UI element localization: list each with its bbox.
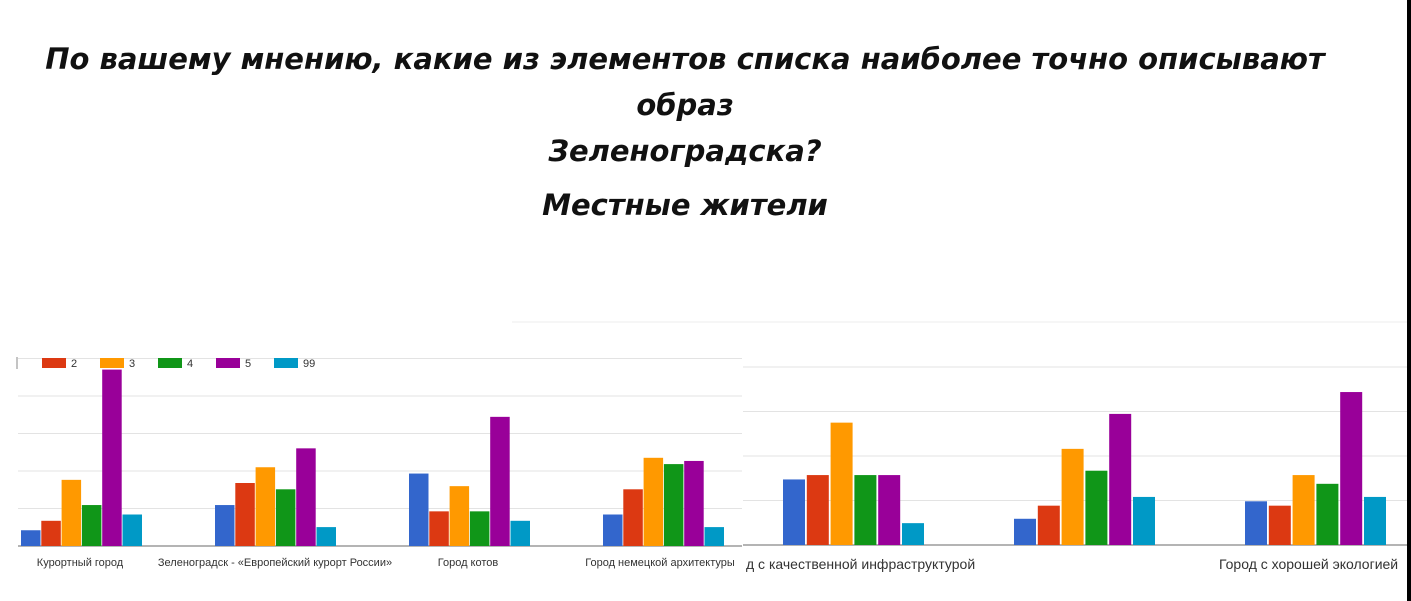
bar (806, 475, 829, 545)
chart-title: По вашему мнению, какие из элементов спи… (0, 36, 1370, 174)
bar (102, 369, 122, 546)
bar (783, 479, 805, 545)
bar (704, 527, 724, 546)
legend-label: 3 (129, 358, 135, 370)
bar (1085, 470, 1108, 545)
legend-swatch (100, 358, 124, 368)
category-label: д с качественной инфраструктурой (746, 556, 975, 572)
bar (1061, 448, 1084, 545)
bar (235, 483, 255, 546)
legend-label: 4 (187, 358, 193, 370)
category-label: Зеленоградск - «Европейский курорт Росси… (158, 557, 392, 569)
category-label: Город котов (438, 557, 499, 569)
legend-swatch (158, 358, 182, 368)
legend-label: 5 (245, 358, 251, 370)
legend-swatch (42, 358, 66, 368)
bar (81, 505, 102, 546)
bar (21, 530, 41, 546)
bar (490, 416, 510, 546)
legend-label: 99 (303, 358, 315, 370)
bar (510, 520, 530, 546)
legend-swatch (216, 358, 240, 368)
bar (122, 514, 142, 546)
bar (1133, 496, 1155, 545)
bar (643, 457, 664, 546)
bar (623, 489, 643, 546)
bar (41, 520, 61, 546)
bar (902, 523, 924, 545)
bar (409, 473, 429, 546)
bar (255, 467, 276, 546)
bar (275, 489, 296, 546)
bar (449, 486, 470, 546)
bar (878, 475, 901, 545)
bar (316, 527, 336, 546)
bar (1316, 483, 1339, 545)
bar (1340, 392, 1363, 545)
bar (1268, 505, 1291, 545)
bar (663, 464, 684, 546)
bar (1109, 413, 1132, 545)
bar (1245, 501, 1267, 545)
legend-label: 2 (71, 358, 77, 370)
bar (830, 422, 853, 545)
bar (429, 511, 449, 546)
bar (1037, 505, 1060, 545)
legend-swatch (274, 358, 298, 368)
title-line-1: По вашему мнению, какие из элементов спи… (45, 42, 1325, 122)
category-label: Город с хорошей экологией (1219, 556, 1398, 572)
bar (1364, 496, 1386, 545)
bar (469, 511, 490, 546)
bar (215, 505, 235, 546)
bar (603, 514, 623, 546)
category-label: Курортный город (37, 557, 124, 569)
bar (1292, 475, 1315, 545)
bar (684, 460, 704, 546)
bar (61, 479, 82, 546)
bar (1014, 518, 1036, 545)
category-label: Город немецкой архитектуры (585, 557, 735, 569)
right-edge-bar (1407, 0, 1411, 601)
title-line-2: Зеленоградска? (548, 134, 822, 168)
bar (296, 448, 316, 546)
bar (854, 475, 877, 545)
chart-subtitle: Местные жители (542, 188, 828, 222)
